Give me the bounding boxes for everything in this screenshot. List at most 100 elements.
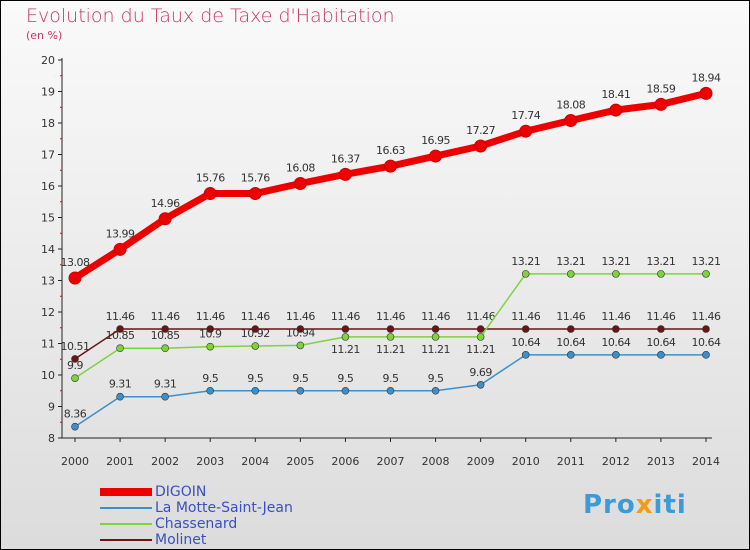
data-label: 11.46 xyxy=(151,310,180,323)
data-label: 11.21 xyxy=(466,343,495,356)
data-label: 10.85 xyxy=(151,329,180,342)
data-label: 13.08 xyxy=(61,256,90,269)
x-tick-label: 2008 xyxy=(422,455,450,468)
data-point xyxy=(341,325,350,333)
data-label: 11.46 xyxy=(692,310,721,323)
data-label: 8.36 xyxy=(64,408,87,421)
data-label: 11.46 xyxy=(106,310,135,323)
data-label: 11.46 xyxy=(286,310,315,323)
x-tick-label: 2000 xyxy=(61,455,89,468)
data-point xyxy=(71,374,79,382)
data-label: 11.46 xyxy=(241,310,270,323)
data-point xyxy=(116,344,124,353)
legend-item: La Motte-Saint-Jean xyxy=(100,500,293,516)
data-point xyxy=(609,103,623,117)
y-tick-label: 15 xyxy=(41,212,55,225)
legend-label: Molinet xyxy=(155,532,207,548)
x-tick-label: 2003 xyxy=(196,455,224,468)
chart-subtitle: (en %) xyxy=(26,29,63,42)
x-tick-label: 2005 xyxy=(286,455,314,468)
data-label: 16.63 xyxy=(376,144,405,157)
data-point xyxy=(702,270,710,278)
data-label: 14.96 xyxy=(151,197,180,210)
data-point xyxy=(699,86,713,100)
legend-label: DIGOIN xyxy=(155,484,207,500)
data-label: 10.92 xyxy=(241,327,270,340)
data-point xyxy=(431,333,440,341)
legend-swatch xyxy=(100,523,152,525)
data-label: 9.31 xyxy=(109,378,132,391)
x-tick-label: 2004 xyxy=(241,455,269,468)
data-label: 13.21 xyxy=(556,255,585,268)
data-point xyxy=(206,342,215,351)
data-label: 9.5 xyxy=(247,372,263,385)
data-label: 13.21 xyxy=(601,255,630,268)
data-point xyxy=(296,341,305,350)
logo-part-1: Pro xyxy=(583,490,636,520)
data-point xyxy=(203,187,217,201)
x-tick-label: 2006 xyxy=(331,455,359,468)
data-point xyxy=(476,380,485,389)
data-point xyxy=(71,355,79,363)
data-label: 10.85 xyxy=(106,329,135,342)
data-label: 13.21 xyxy=(692,255,721,268)
data-point xyxy=(657,351,665,359)
data-point xyxy=(248,187,262,201)
data-label: 9.5 xyxy=(202,372,218,385)
data-point xyxy=(206,325,215,333)
legend-label: La Motte-Saint-Jean xyxy=(155,500,293,516)
data-label: 10.64 xyxy=(646,336,675,349)
data-label: 11.46 xyxy=(646,310,675,323)
data-label: 11.21 xyxy=(376,343,405,356)
data-label: 9.31 xyxy=(154,378,177,391)
data-point xyxy=(566,270,575,278)
data-label: 13.21 xyxy=(511,255,540,268)
data-point xyxy=(702,325,710,333)
data-point xyxy=(476,325,485,333)
data-label: 18.08 xyxy=(556,98,585,111)
data-point xyxy=(296,386,305,395)
y-tick-label: 18 xyxy=(41,117,55,130)
data-label: 16.95 xyxy=(421,134,450,147)
x-tick-label: 2009 xyxy=(467,455,495,468)
data-point xyxy=(251,325,260,333)
data-label: 17.27 xyxy=(466,124,495,137)
data-label: 11.46 xyxy=(466,310,495,323)
data-label: 15.76 xyxy=(241,172,270,185)
data-label: 11.46 xyxy=(376,310,405,323)
x-tick-label: 2014 xyxy=(692,455,720,468)
legend: DIGOIN La Motte-Saint-Jean Chassenard Molin… xyxy=(100,484,293,548)
data-label: 16.37 xyxy=(331,152,360,165)
data-point xyxy=(206,386,215,395)
data-label: 18.59 xyxy=(646,82,675,95)
data-label: 9.5 xyxy=(428,372,444,385)
data-label: 10.94 xyxy=(286,326,315,339)
data-point xyxy=(429,149,443,163)
data-point xyxy=(612,325,620,333)
y-tick-label: 14 xyxy=(41,243,55,256)
data-label: 17.74 xyxy=(511,109,540,122)
data-label: 11.46 xyxy=(331,310,360,323)
y-tick-label: 16 xyxy=(41,180,55,193)
data-label: 9.69 xyxy=(469,366,492,379)
data-label: 13.99 xyxy=(106,227,135,240)
data-label: 10.64 xyxy=(511,336,540,349)
data-label: 11.46 xyxy=(601,310,630,323)
data-label: 9.5 xyxy=(383,372,399,385)
data-point xyxy=(113,242,127,256)
data-label: 10.9 xyxy=(199,328,222,341)
data-point xyxy=(566,325,575,333)
data-point xyxy=(251,386,260,395)
logo-part-3: iti xyxy=(653,490,687,520)
data-point xyxy=(341,386,350,395)
data-point xyxy=(519,124,533,138)
y-tick-label: 17 xyxy=(41,149,55,162)
data-point xyxy=(71,422,79,431)
legend-item: Chassenard xyxy=(100,516,293,532)
data-point xyxy=(702,351,710,359)
data-point xyxy=(341,333,350,341)
data-label: 10.51 xyxy=(61,340,90,353)
x-tick-label: 2002 xyxy=(151,455,179,468)
